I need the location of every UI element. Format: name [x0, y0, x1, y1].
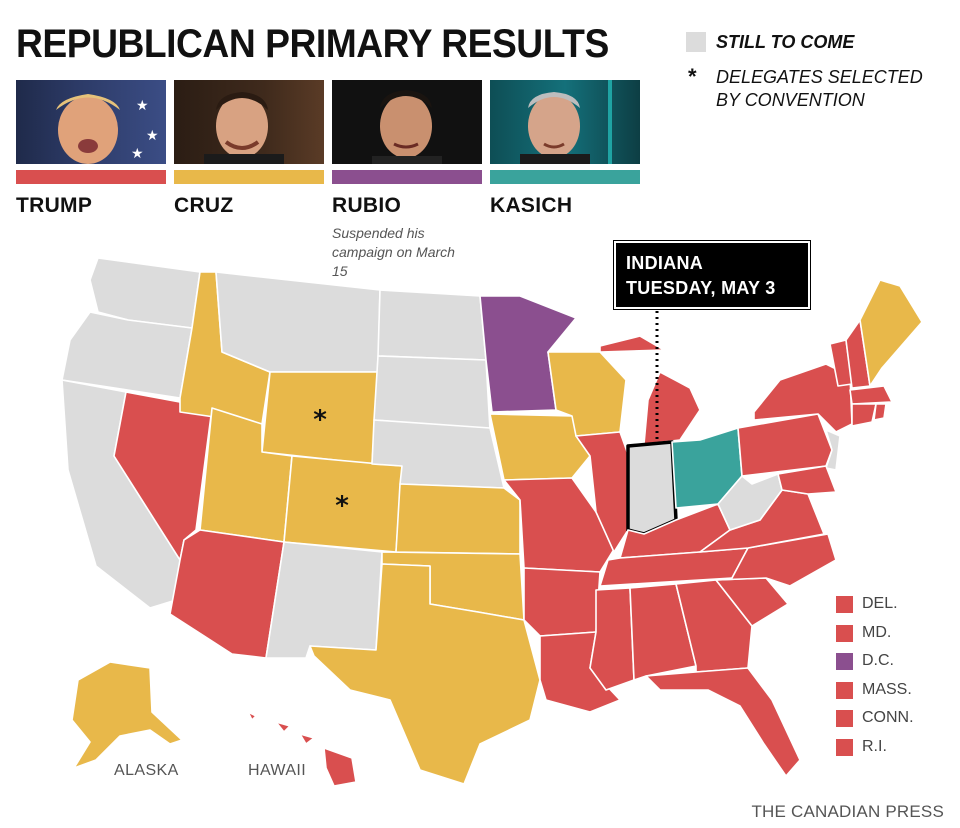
del-label: DEL.: [862, 595, 898, 612]
candidate-kasich: KASICH: [490, 80, 640, 218]
cruz-portrait-icon: [204, 92, 284, 164]
state-north-carolina: [715, 533, 837, 587]
svg-text:★: ★: [131, 146, 144, 162]
wyoming-convention-star-icon: *: [313, 405, 327, 435]
state-south-dakota: [373, 355, 491, 431]
kasich-color-bar: [490, 170, 640, 184]
state-indiana: [626, 440, 678, 536]
cruz-photo: [174, 80, 324, 164]
kasich-photo: [490, 80, 640, 164]
state-kansas: [395, 483, 521, 555]
md-swatch: [836, 624, 853, 642]
state-maine: [859, 279, 923, 387]
state-texas: [309, 563, 541, 785]
trump-color-bar: [16, 170, 166, 184]
conn-swatch: [836, 710, 853, 727]
cruz-color-bar: [174, 170, 324, 184]
state-florida: [645, 667, 801, 777]
mass-label: MASS.: [862, 680, 912, 698]
conn-label: CONN.: [862, 709, 914, 726]
still-to-come-label: STILL TO COME: [716, 32, 855, 52]
trump-name: TRUMP: [16, 194, 93, 217]
hawaii-label: HAWAII: [248, 762, 307, 779]
mass-swatch: [836, 681, 853, 699]
state-new-mexico: [265, 541, 383, 659]
state-michigan: [599, 335, 701, 445]
state-rhode-island: [873, 403, 887, 421]
state-iowa: [489, 413, 591, 481]
state-alabama: [629, 583, 697, 681]
rubio-color-bar: [332, 170, 482, 184]
svg-text:★: ★: [136, 98, 149, 114]
kasich-portrait-icon: [520, 80, 612, 164]
state-mississippi: [589, 587, 635, 691]
state-massachusetts: [849, 385, 893, 405]
convention-label-line2: BY CONVENTION: [716, 90, 865, 110]
cruz-name: CRUZ: [174, 194, 234, 217]
state-alaska: [71, 661, 183, 769]
svg-text:★: ★: [146, 128, 159, 144]
convention-label-line1: DELEGATES SELECTED: [716, 67, 923, 87]
alaska-label: ALASKA: [114, 762, 179, 779]
dc-label: D.C.: [862, 652, 894, 669]
state-montana: [215, 271, 381, 373]
colorado-convention-star-icon: *: [335, 491, 349, 521]
state-hawaii: [247, 711, 357, 787]
still-to-come-swatch: [686, 32, 706, 52]
state-maryland: [777, 465, 837, 495]
callout-state: INDIANA: [626, 253, 704, 273]
ri-label: R.I.: [862, 737, 887, 755]
trump-portrait-icon: ★ ★ ★: [56, 94, 159, 164]
state-illinois: [575, 431, 631, 553]
callout-date: TUESDAY, MAY 3: [626, 278, 776, 298]
del-swatch: [836, 596, 853, 613]
dc-swatch: [836, 653, 853, 670]
state-connecticut: [851, 403, 877, 427]
state-north-dakota: [377, 289, 487, 361]
convention-star-icon: *: [688, 64, 697, 89]
kasich-name: KASICH: [490, 194, 573, 217]
rubio-name: RUBIO: [332, 194, 402, 217]
page-title: REPUBLICAN PRIMARY RESULTS: [16, 22, 609, 66]
candidate-cruz: CRUZ: [174, 80, 324, 218]
rubio-portrait-icon: [372, 90, 442, 164]
state-missouri: [503, 477, 617, 573]
ri-swatch: [836, 738, 853, 756]
state-new-jersey: [825, 429, 841, 471]
state-arizona: [169, 529, 285, 659]
candidate-trump: ★ ★ ★ TRUMP: [16, 80, 166, 218]
rubio-photo: [332, 80, 482, 164]
indiana-callout: INDIANA TUESDAY, MAY 3: [613, 240, 811, 310]
trump-photo: ★ ★ ★: [16, 80, 166, 164]
state-arkansas: [523, 567, 601, 637]
candidate-rubio: RUBIO Suspended his campaign on March 15: [332, 80, 482, 281]
source-credit: THE CANADIAN PRESS: [751, 802, 944, 821]
md-label: MD.: [862, 623, 892, 641]
rubio-note: Suspended his campaign on March 15: [332, 225, 455, 279]
